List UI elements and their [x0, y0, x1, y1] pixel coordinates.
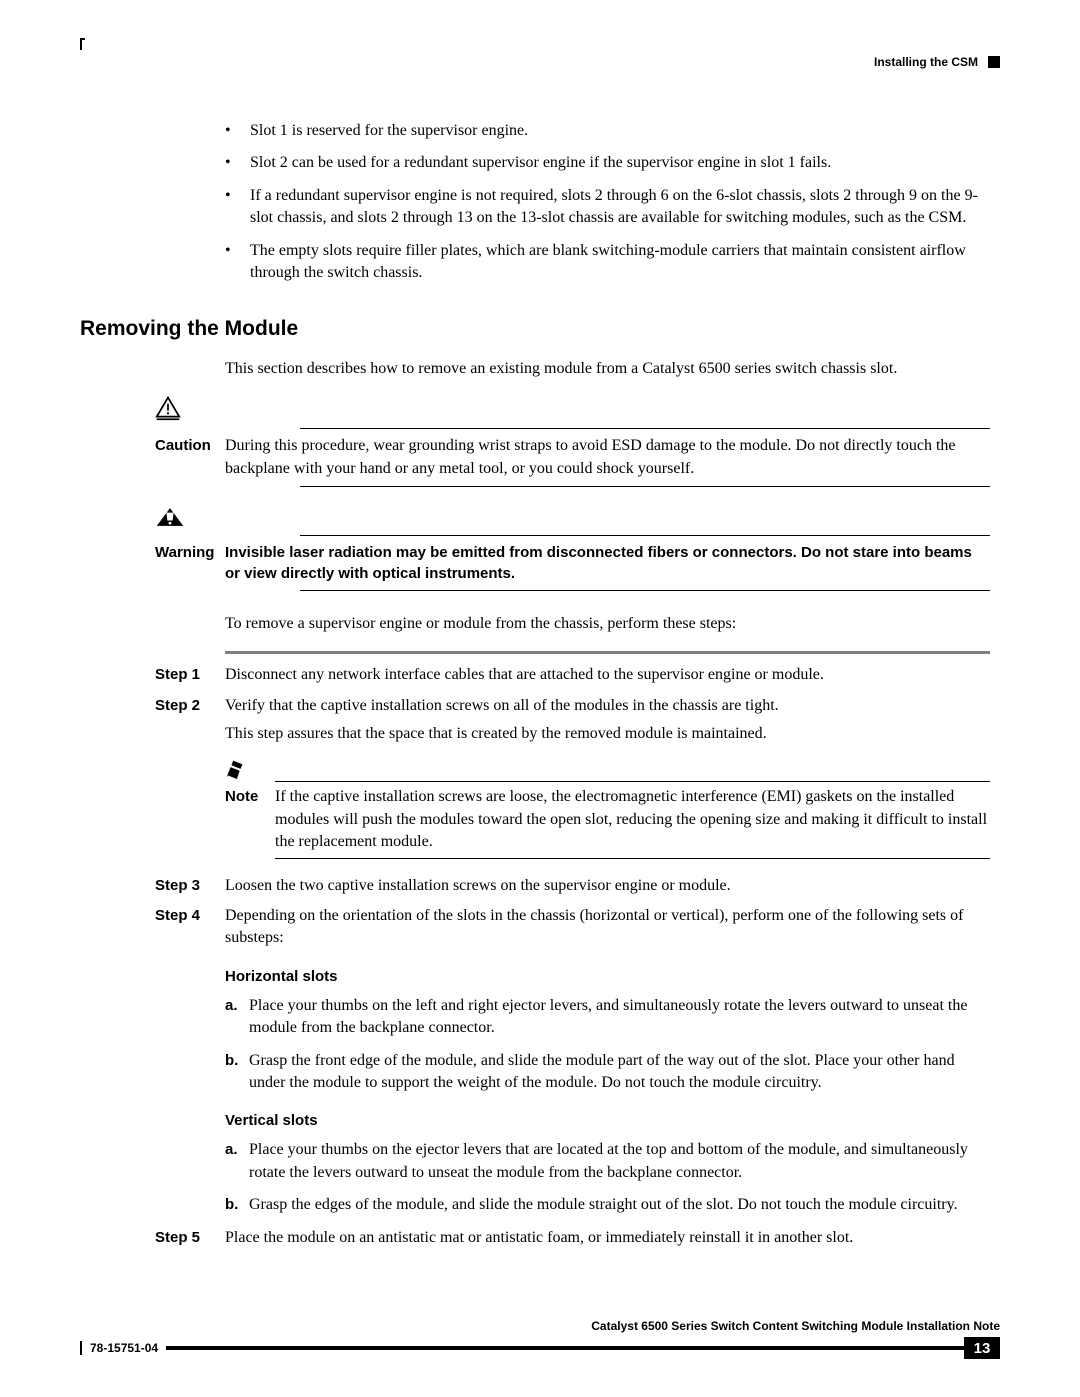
intro-bullet-list: • Slot 1 is reserved for the supervisor …	[225, 120, 1000, 284]
warning-label: Warning	[155, 542, 225, 584]
footer-rule	[166, 1346, 964, 1350]
step-text: Disconnect any network interface cables …	[225, 664, 1000, 686]
letter-text: Place your thumbs on the ejector levers …	[249, 1139, 1000, 1184]
step-text: Verify that the captive installation scr…	[225, 697, 779, 714]
step-text-wrap: Verify that the captive installation scr…	[225, 695, 1000, 746]
bullet-marker: •	[225, 152, 250, 174]
letter-item: a. Place your thumbs on the left and rig…	[225, 995, 1000, 1040]
content-area: • Slot 1 is reserved for the supervisor …	[80, 120, 1000, 1249]
warning-content: Warning Invisible laser radiation may be…	[155, 542, 1000, 584]
crop-mark	[80, 38, 85, 50]
divider	[300, 590, 990, 591]
letter-list: a. Place your thumbs on the ejector leve…	[225, 1139, 1000, 1216]
step-row: Step 1 Disconnect any network interface …	[155, 664, 1000, 686]
warning-block: Warning Invisible laser radiation may be…	[155, 507, 1000, 591]
bullet-text: Slot 2 can be used for a redundant super…	[250, 152, 1000, 174]
letter-marker: b.	[225, 1194, 249, 1216]
note-icon	[225, 766, 247, 783]
bullet-marker: •	[225, 240, 250, 285]
section-heading: Removing the Module	[80, 314, 1000, 343]
step-text: Depending on the orientation of the slot…	[225, 905, 1000, 950]
caution-block: Caution During this procedure, wear grou…	[155, 400, 1000, 487]
divider	[300, 535, 990, 536]
divider	[275, 858, 990, 859]
step-row: Step 5 Place the module on an antistatic…	[155, 1227, 1000, 1249]
thick-divider	[225, 651, 990, 654]
letter-item: a. Place your thumbs on the ejector leve…	[225, 1139, 1000, 1184]
footer-doc-title: Catalyst 6500 Series Switch Content Swit…	[591, 1319, 1000, 1333]
step-extra-text: This step assures that the space that is…	[225, 725, 767, 742]
bullet-item: • The empty slots require filler plates,…	[225, 240, 1000, 285]
header-section-title: Installing the CSM	[874, 55, 978, 69]
step-row: Step 4 Depending on the orientation of t…	[155, 905, 1000, 950]
subsection-heading: Vertical slots	[225, 1110, 1000, 1131]
divider	[300, 428, 990, 429]
bullet-item: • Slot 1 is reserved for the supervisor …	[225, 120, 1000, 142]
caution-icon	[155, 395, 187, 428]
divider	[300, 486, 990, 487]
letter-item: b. Grasp the edges of the module, and sl…	[225, 1194, 1000, 1216]
caution-text: During this procedure, wear grounding wr…	[225, 435, 1000, 480]
bullet-text: If a redundant supervisor engine is not …	[250, 185, 1000, 230]
letter-marker: a.	[225, 1139, 249, 1184]
step-label: Step 5	[155, 1227, 225, 1249]
letter-marker: a.	[225, 995, 249, 1040]
step-text: Place the module on an antistatic mat or…	[225, 1227, 1000, 1249]
bullet-item: • If a redundant supervisor engine is no…	[225, 185, 1000, 230]
bullet-text: The empty slots require filler plates, w…	[250, 240, 1000, 285]
note-content: Note If the captive installation screws …	[225, 786, 1000, 853]
footer-bar: 78-15751-04 13	[80, 1337, 1000, 1359]
caution-icon-row	[155, 400, 1000, 428]
letter-text: Place your thumbs on the left and right …	[249, 995, 1000, 1040]
section-intro: This section describes how to remove an …	[225, 358, 1000, 380]
warning-icon-row	[155, 507, 1000, 535]
letter-list: a. Place your thumbs on the left and rig…	[225, 995, 1000, 1095]
note-icon-row	[225, 757, 1000, 781]
step-text: Loosen the two captive installation scre…	[225, 875, 1000, 897]
note-block: Note If the captive installation screws …	[225, 757, 1000, 858]
step-label: Step 1	[155, 664, 225, 686]
running-header: Installing the CSM	[874, 55, 1000, 69]
footer-title: Catalyst 6500 Series Switch Content Swit…	[80, 1319, 1000, 1333]
footer-page-number: 13	[964, 1337, 1000, 1359]
note-text: If the captive installation screws are l…	[275, 786, 1000, 853]
bullet-item: • Slot 2 can be used for a redundant sup…	[225, 152, 1000, 174]
letter-marker: b.	[225, 1050, 249, 1095]
divider	[275, 781, 990, 782]
page: Installing the CSM • Slot 1 is reserved …	[0, 0, 1080, 1397]
warning-icon	[155, 506, 187, 535]
note-label: Note	[225, 786, 275, 853]
caution-label: Caution	[155, 435, 225, 480]
step-label: Step 2	[155, 695, 225, 746]
step-label: Step 3	[155, 875, 225, 897]
warning-text: Invisible laser radiation may be emitted…	[225, 542, 1000, 584]
header-square-icon	[988, 56, 1000, 68]
step-row: Step 2 Verify that the captive installat…	[155, 695, 1000, 746]
letter-text: Grasp the front edge of the module, and …	[249, 1050, 1000, 1095]
caution-content: Caution During this procedure, wear grou…	[155, 435, 1000, 480]
subsection-heading: Horizontal slots	[225, 966, 1000, 987]
step-row: Step 3 Loosen the two captive installati…	[155, 875, 1000, 897]
page-footer: Catalyst 6500 Series Switch Content Swit…	[80, 1319, 1000, 1359]
lead-in-text: To remove a supervisor engine or module …	[225, 613, 1000, 635]
step-label: Step 4	[155, 905, 225, 950]
footer-docnum: 78-15751-04	[82, 1341, 166, 1355]
bullet-marker: •	[225, 120, 250, 142]
letter-text: Grasp the edges of the module, and slide…	[249, 1194, 1000, 1216]
bullet-marker: •	[225, 185, 250, 230]
letter-item: b. Grasp the front edge of the module, a…	[225, 1050, 1000, 1095]
bullet-text: Slot 1 is reserved for the supervisor en…	[250, 120, 1000, 142]
